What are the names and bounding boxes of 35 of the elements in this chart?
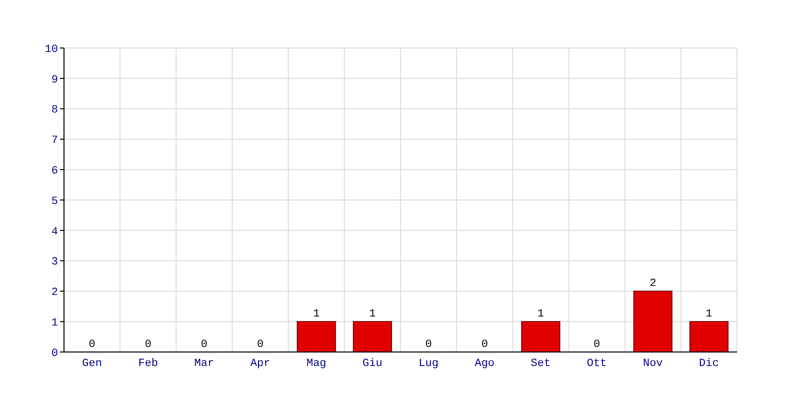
x-tick-label: Feb [138, 358, 158, 370]
x-tick-label: Ago [474, 358, 495, 370]
y-tick-label: 4 [51, 226, 58, 238]
x-tick-label: Set [530, 358, 551, 370]
x-tick-label: Giu [362, 358, 382, 370]
data-label: 1 [537, 308, 544, 321]
y-tick-label: 9 [51, 74, 58, 86]
data-label: 0 [256, 339, 264, 351]
x-tick-label: Mag [306, 358, 326, 370]
data-label: 0 [425, 339, 432, 351]
y-tick-label: 0 [51, 348, 58, 360]
y-tick-label: 8 [51, 104, 58, 117]
data-label: 0 [144, 339, 152, 351]
x-tick-label: Apr [250, 358, 270, 370]
y-tick-label: 3 [51, 256, 58, 269]
y-tick-label: 7 [51, 135, 58, 148]
x-tick-label: Ott [586, 358, 607, 370]
y-tick-label: 1 [51, 317, 58, 330]
data-label: 0 [88, 339, 96, 351]
y-tick-label: 2 [51, 287, 58, 300]
data-label: 2 [650, 278, 656, 290]
y-tick-label: 5 [51, 196, 58, 208]
x-tick-label: Lug [418, 358, 438, 370]
x-tick-label: Gen [82, 358, 102, 370]
y-tick-label: 10 [44, 44, 58, 56]
data-label: 1 [369, 308, 376, 321]
y-tick-label: 6 [51, 165, 58, 178]
data-label: 1 [313, 308, 320, 321]
x-tick-label: Mar [194, 358, 214, 370]
data-label: 0 [200, 339, 208, 351]
data-label: 0 [481, 339, 488, 351]
x-tick-label: Dic [699, 358, 719, 370]
x-tick-label: Nov [642, 358, 664, 370]
data-label: 1 [706, 308, 713, 321]
data-label: 0 [593, 339, 600, 351]
